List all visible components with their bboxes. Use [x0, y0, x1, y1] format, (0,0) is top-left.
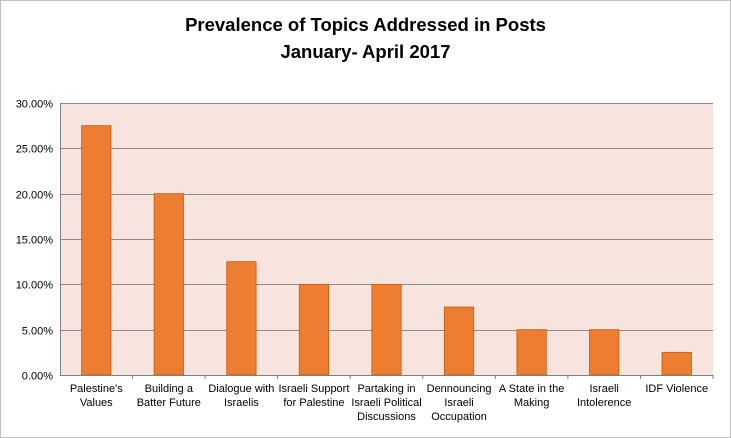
chart-subtitle: January- April 2017 [280, 41, 451, 62]
bar [589, 329, 620, 376]
bar [298, 283, 330, 376]
y-tick-label: 25.00% [16, 144, 54, 156]
y-tick-label: 15.00% [16, 235, 54, 247]
bar [661, 351, 692, 376]
x-tick-label: Dialogue with Israelis [208, 383, 274, 409]
x-tick-label: IDF Violence [645, 383, 708, 395]
chart-title: Prevalence of Topics Addressed in Posts [185, 14, 546, 35]
bar [226, 261, 257, 376]
bar [153, 193, 184, 376]
y-tick-label: 20.00% [16, 190, 54, 202]
bar [443, 306, 475, 376]
y-tick-label: 0.00% [22, 371, 53, 383]
x-tick-label: A State in the Making [499, 383, 564, 409]
x-tick-label: Israeli Support for Palestine [278, 383, 349, 409]
y-tick-label: 5.00% [22, 326, 53, 338]
x-tick-label: Israeli Intolerence [577, 383, 631, 409]
x-tick-label: Building a Batter Future [137, 383, 201, 409]
x-tick-label: Palestine's Values [70, 383, 123, 409]
bar [81, 125, 112, 376]
y-tick-label: 10.00% [16, 280, 54, 292]
x-tick-label: Partaking in Israeli Political Discussions [351, 383, 421, 423]
y-tick-label: 30.00% [16, 99, 54, 111]
bar [516, 329, 547, 376]
bar [371, 283, 402, 376]
x-tick-label: Dennouncing Israeli Occupation [427, 383, 492, 423]
